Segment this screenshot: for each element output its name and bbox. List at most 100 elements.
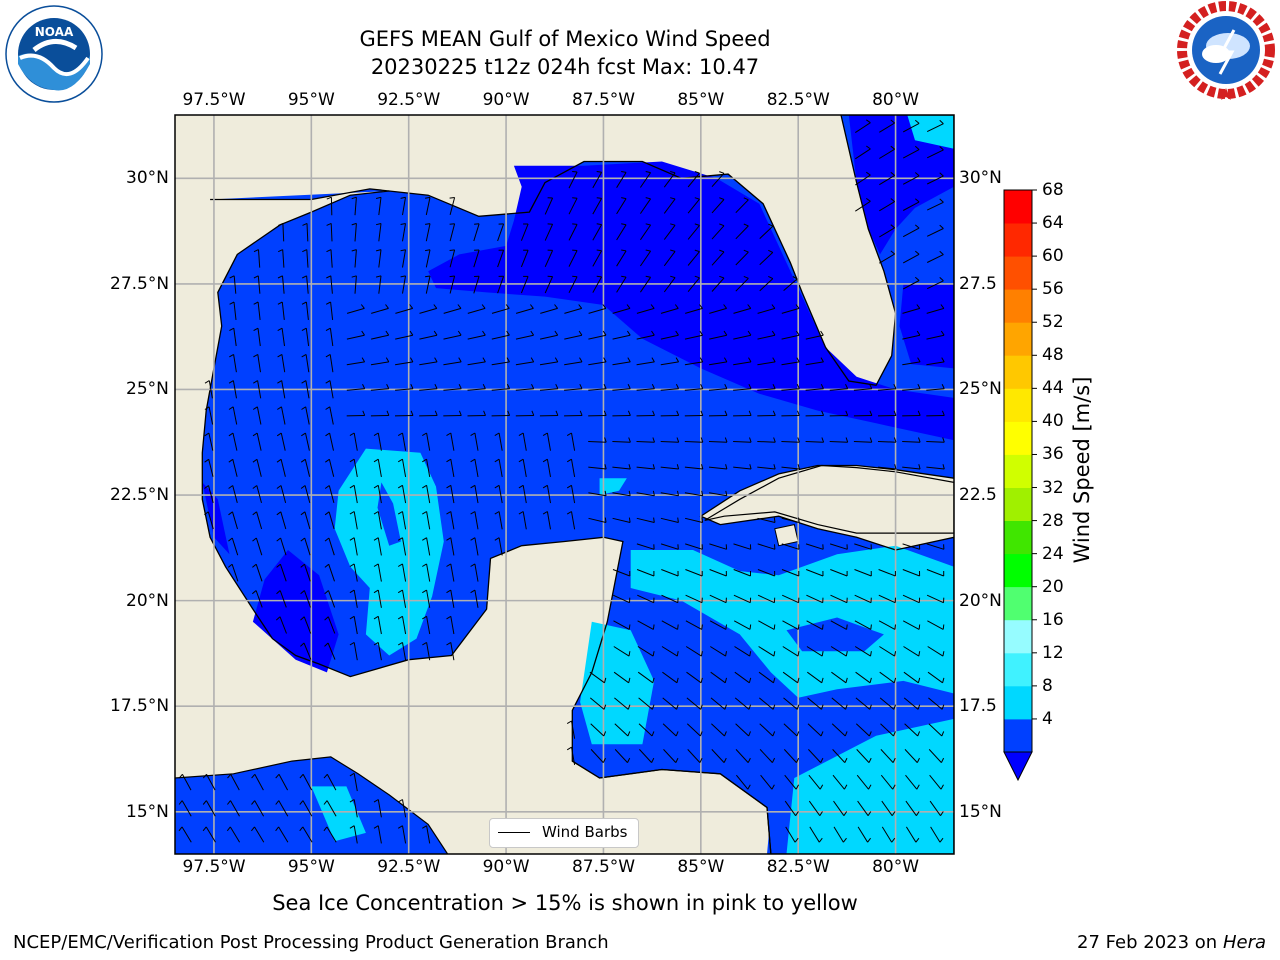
wind-barb-icon	[449, 197, 456, 216]
wind-barb-icon	[612, 330, 631, 340]
wind-barb-icon	[346, 383, 366, 391]
wind-barb-icon	[229, 353, 237, 373]
wind-barb-icon	[853, 437, 873, 443]
wind-barb-icon	[636, 490, 655, 497]
wind-barb-icon	[375, 223, 382, 242]
lat-tick-label: 25°N	[126, 379, 169, 400]
lat-tick-label: 27.5	[959, 273, 997, 294]
wind-barb-icon	[614, 697, 631, 710]
lat-tick-label: 20°N	[126, 590, 169, 611]
lat-tick-label: 27.5°N	[110, 273, 170, 294]
wind-barb-icon	[228, 380, 237, 399]
colorbar-segment	[1004, 520, 1032, 555]
wind-barb-icon	[300, 642, 312, 660]
wind-barb-icon	[564, 410, 583, 417]
wind-barb-icon	[684, 464, 704, 470]
wind-barb-icon	[276, 563, 287, 582]
lon-tick-label: 95°W	[287, 90, 335, 110]
wind-barb-icon	[807, 697, 824, 710]
wind-barb-icon	[757, 543, 776, 550]
wind-barb-icon	[275, 616, 287, 634]
wind-barb-icon	[301, 380, 310, 399]
wind-barb-icon	[829, 437, 849, 443]
wind-barb-icon	[831, 697, 848, 710]
wind-barb-icon	[781, 357, 800, 366]
wind-barb-icon	[684, 517, 704, 523]
wind-barb-icon	[227, 800, 240, 817]
wind-barb-icon	[928, 749, 945, 763]
wind-barb-icon	[660, 490, 679, 497]
wind-barb-icon	[685, 620, 703, 630]
wind-barb-icon	[830, 620, 848, 630]
wind-barb-icon	[781, 517, 800, 523]
wind-barb-icon	[324, 511, 335, 530]
wind-barb-icon	[757, 594, 776, 604]
wind-barb-icon	[757, 464, 776, 470]
wind-barb-icon	[639, 171, 652, 188]
wind-barb-icon	[711, 197, 725, 214]
wind-barb-icon	[663, 197, 676, 214]
wind-barb-icon	[879, 198, 896, 212]
wind-barb-icon	[881, 800, 896, 816]
lon-tick-label: 80°W	[872, 90, 920, 110]
wind-barb-icon	[708, 410, 728, 417]
wind-barb-icon	[515, 330, 535, 340]
colorbar-segment	[1004, 355, 1032, 389]
wind-barb-icon	[733, 594, 752, 604]
wind-barb-icon	[663, 749, 679, 763]
wind-barb-icon	[251, 800, 265, 817]
svg-text:NOAA: NOAA	[35, 25, 74, 39]
wind-barb-icon	[229, 275, 237, 294]
wind-barb-icon	[301, 301, 309, 320]
colorbar-segment	[1004, 685, 1032, 720]
noaa-logo-icon: NOAA	[5, 5, 103, 103]
wind-barb-icon	[370, 357, 390, 366]
wind-barb-icon	[687, 249, 700, 266]
wind-barb-icon	[805, 543, 824, 550]
wind-barb-icon	[661, 569, 679, 577]
colorbar-tick-label: 28	[1042, 510, 1064, 531]
colorbar-segment	[1004, 718, 1032, 753]
wind-barb-icon	[855, 171, 871, 186]
wind-barb-icon	[830, 594, 848, 604]
wind-barb-icon	[709, 304, 727, 314]
wind-barb-icon	[902, 594, 921, 604]
wind-barb-icon	[323, 773, 337, 791]
wind-barb-icon	[902, 198, 920, 211]
wind-barb-icon	[422, 537, 431, 556]
wind-barb-icon	[539, 330, 559, 340]
wind-barb-icon	[566, 432, 576, 451]
wind-barb-icon	[588, 383, 607, 391]
wind-barb-icon	[326, 275, 333, 294]
wind-barb-icon	[326, 222, 333, 242]
wind-barb-icon	[373, 825, 382, 844]
wind-barb-icon	[253, 327, 261, 347]
wind-barb-icon	[252, 432, 262, 451]
wind-barb-icon	[926, 198, 944, 211]
colorbar-segment	[1004, 421, 1032, 455]
wind-barb-icon	[711, 723, 727, 737]
wind-barb-icon	[686, 697, 703, 710]
wind-barb-icon	[300, 485, 311, 504]
wind-barb-icon	[616, 197, 627, 215]
footer-credit: NCEP/EMC/Verification Post Processing Pr…	[13, 932, 609, 953]
wind-barb-icon	[783, 749, 800, 763]
wind-barb-icon	[349, 458, 358, 477]
wind-barb-icon	[351, 275, 357, 294]
wind-barb-icon	[637, 620, 655, 630]
wind-barb-icon	[926, 146, 944, 159]
wind-barb-icon	[809, 826, 823, 843]
wind-barb-icon	[637, 594, 655, 604]
wind-barb-icon	[351, 196, 357, 216]
wind-barb-icon	[757, 517, 776, 523]
wind-barb-icon	[902, 119, 920, 133]
wind-barb-icon	[275, 773, 289, 791]
wind-barb-icon	[757, 569, 776, 577]
wind-barb-icon	[324, 563, 335, 582]
wind-barb-icon	[370, 383, 390, 391]
lon-tick-label: 82.5°W	[766, 857, 830, 877]
wind-barb-icon	[829, 543, 848, 550]
wind-barb-icon	[805, 437, 825, 443]
wind-barb-icon	[614, 723, 631, 737]
wind-barb-icon	[902, 304, 921, 314]
